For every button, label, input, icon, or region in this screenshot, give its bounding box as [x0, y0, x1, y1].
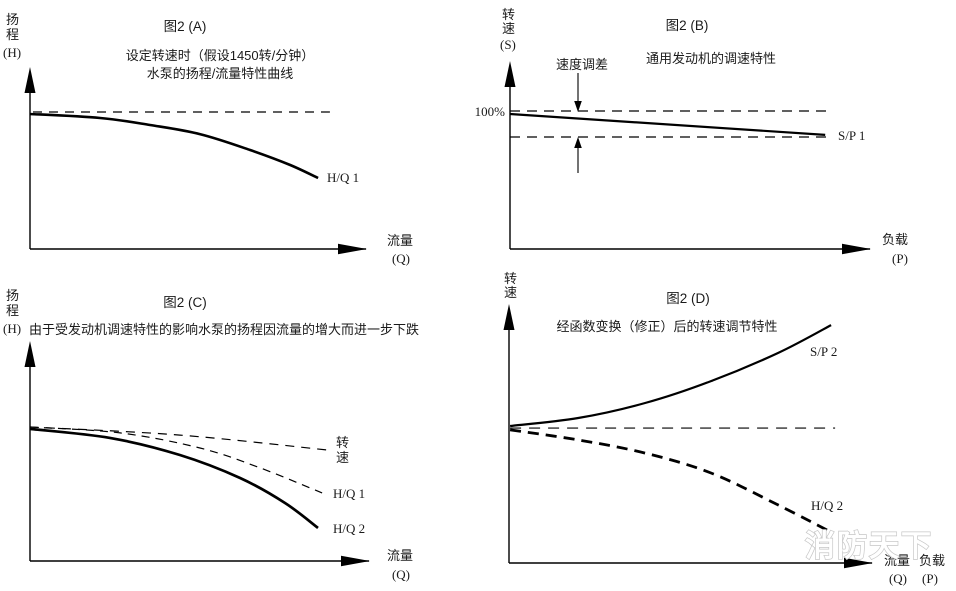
- chart-a-subtitle-line2: 水泵的扬程/流量特性曲线: [147, 66, 294, 81]
- chart-c-hq2-curve: [29, 427, 319, 529]
- chart-a-title: 图2 (A): [164, 19, 207, 34]
- watermark: 消防天下: [805, 530, 933, 563]
- chart-b-x-axis-label: 负载: [882, 232, 908, 247]
- chart-d-sp2-curve-label: S/P 2: [810, 344, 837, 359]
- chart-d-sp2-curve: [509, 324, 832, 428]
- chart-b-100-percent-tick: 100%: [475, 104, 506, 119]
- chart-c-title: 图2 (C): [163, 295, 207, 310]
- chart-c-subtitle: 由于受发动机调速特性的影响水泵的扬程因流量的增大而进一步下跌: [29, 322, 419, 337]
- chart-d-subtitle: 经函数变换（修正）后的转速调节特性: [556, 319, 777, 334]
- chart-a-subtitle-line1: 设定转速时（假设1450转/分钟）: [126, 48, 315, 63]
- chart-c-y-axis-label: 程: [6, 303, 19, 318]
- chart-c-hq2-curve-label: H/Q 2: [333, 521, 365, 536]
- chart-c-y-axis-label: 扬: [6, 288, 19, 303]
- chart-b-title: 图2 (B): [666, 18, 709, 33]
- chart-a-y-axis-symbol: (H): [3, 45, 21, 60]
- chart-c-x-axis-symbol: (Q): [392, 567, 410, 582]
- chart-a-x-axis-label: 流量: [387, 233, 413, 248]
- chart-d-y-axis-label: 转: [504, 271, 517, 286]
- chart-a-y-axis-label: 程: [6, 27, 19, 42]
- chart-d-x-axis-symbol-q: (Q): [889, 571, 907, 586]
- chart-c-y-axis-arrow-icon: [24, 341, 36, 367]
- chart-a-x-axis-arrow-icon: [338, 243, 367, 255]
- chart-d-hq2-curve-label: H/Q 2: [811, 498, 843, 513]
- chart-b-y-axis-label: 转: [502, 7, 515, 22]
- chart-c-hq1-curve-label: H/Q 1: [333, 486, 365, 501]
- chart-c-x-axis-label: 流量: [387, 548, 413, 563]
- chart-b-x-axis-symbol: (P): [892, 251, 908, 266]
- chart-d: 转 速 图2 (D) 经函数变换（修正）后的转速调节特性 S/P 2 H/Q 2…: [503, 271, 945, 586]
- chart-b-y-axis-symbol: (S): [500, 37, 516, 52]
- chart-d-hq2-dashed-curve: [509, 428, 834, 535]
- chart-b-y-axis-arrow-icon: [504, 61, 516, 87]
- chart-b-subtitle: 通用发动机的调速特性: [646, 51, 776, 66]
- chart-c-y-axis-symbol: (H): [3, 321, 21, 336]
- speed-droop-annotation: 速度调差: [556, 57, 608, 72]
- chart-c-hq1-dashed-curve: [29, 426, 323, 494]
- speed-droop-up-arrow-icon: [574, 137, 582, 148]
- chart-a-hq1-curve-label: H/Q 1: [327, 170, 359, 185]
- chart-b-sp1-line: [509, 112, 826, 136]
- chart-a-y-axis-label: 扬: [6, 12, 19, 27]
- chart-a: 扬 程 (H) 图2 (A) 设定转速时（假设1450转/分钟） 水泵的扬程/流…: [3, 12, 413, 266]
- speed-droop-down-arrow-icon: [574, 101, 582, 112]
- chart-b-y-axis-label: 速: [502, 21, 515, 36]
- chart-c-x-axis-arrow-icon: [341, 555, 370, 567]
- chart-c-speed-line-label: 速: [336, 450, 349, 465]
- chart-a-y-axis-arrow-icon: [24, 67, 36, 93]
- chart-d-y-axis-arrow-icon: [503, 304, 515, 330]
- chart-d-x-axis-arrow-icon: [844, 557, 873, 569]
- chart-c-speed-line-label: 转: [336, 435, 349, 450]
- chart-d-title: 图2 (D): [666, 291, 710, 306]
- chart-b-sp1-line-label: S/P 1: [838, 128, 865, 143]
- chart-c-speed-dashed-line: [29, 426, 328, 451]
- chart-b-x-axis-arrow-icon: [842, 243, 871, 255]
- chart-c: 扬 程 (H) 图2 (C) 由于受发动机调速特性的影响水泵的扬程因流量的增大而…: [3, 288, 419, 582]
- chart-b: 转 速 (S) 图2 (B) 通用发动机的调速特性 速度调差 100% S/P …: [475, 7, 908, 266]
- chart-d-x-axis-label-load: 负载: [919, 553, 945, 568]
- chart-a-hq1-curve: [29, 112, 319, 180]
- chart-d-x-axis-label-flow: 流量: [884, 553, 910, 568]
- chart-a-x-axis-symbol: (Q): [392, 251, 410, 266]
- chart-d-x-axis-symbol-p: (P): [922, 571, 938, 586]
- chart-d-y-axis-label: 速: [504, 285, 517, 300]
